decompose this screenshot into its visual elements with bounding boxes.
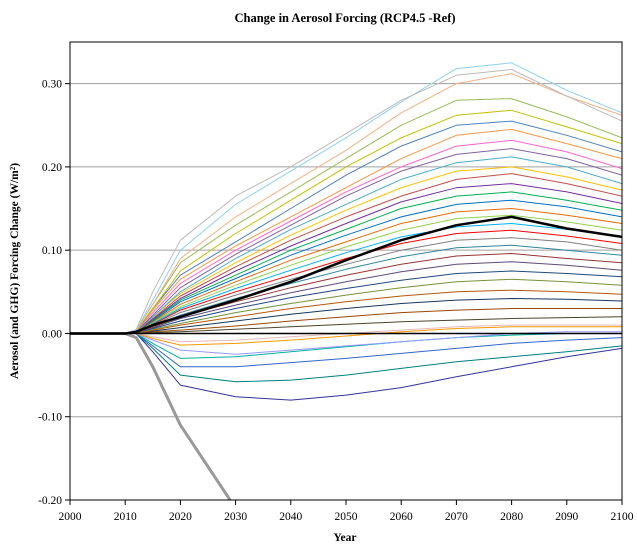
y-ticks: -0.20 -0.10 0.00 0.10 0.20 0.30: [38, 79, 70, 507]
x-ticks: 2000 2010 2020 2030 2040 2050 2060 2070 2080 2090…: [59, 500, 634, 523]
x-tick-label: 2000: [59, 511, 82, 523]
series-line: [70, 149, 622, 334]
y-tick-label: 0.30: [42, 79, 62, 91]
series-line: [70, 70, 622, 334]
x-tick-label: 2080: [500, 511, 523, 523]
x-tick-label: 2090: [555, 511, 578, 523]
x-tick-label: 2010: [114, 511, 137, 523]
y-tick-label: 0.10: [42, 245, 62, 257]
x-axis-label: Year: [334, 532, 357, 544]
x-tick-label: 2030: [224, 511, 247, 523]
x-tick-label: 2020: [169, 511, 192, 523]
plot-frame: [70, 42, 622, 500]
series-line: [70, 157, 622, 334]
x-tick-label: 2050: [335, 511, 358, 523]
series-line: [70, 129, 622, 333]
y-axis-label: Aerosol (and GHG) Forcing Change (W/m²): [9, 163, 21, 379]
x-tick-label: 2100: [611, 511, 634, 523]
series-line: [70, 200, 622, 333]
y-tick-label: 0.20: [42, 162, 62, 174]
series-line: [70, 334, 236, 509]
series-lines: [70, 63, 622, 509]
y-tick-label: -0.10: [38, 412, 62, 424]
chart-title: Change in Aerosol Forcing (RCP4.5 -Ref): [234, 11, 455, 25]
x-tick-label: 2070: [445, 511, 468, 523]
x-tick-label: 2040: [279, 511, 302, 523]
y-tick-label: -0.20: [38, 495, 62, 507]
x-tick-label: 2060: [390, 511, 413, 523]
series-line: [70, 334, 622, 382]
y-tick-label: 0.00: [42, 328, 62, 340]
